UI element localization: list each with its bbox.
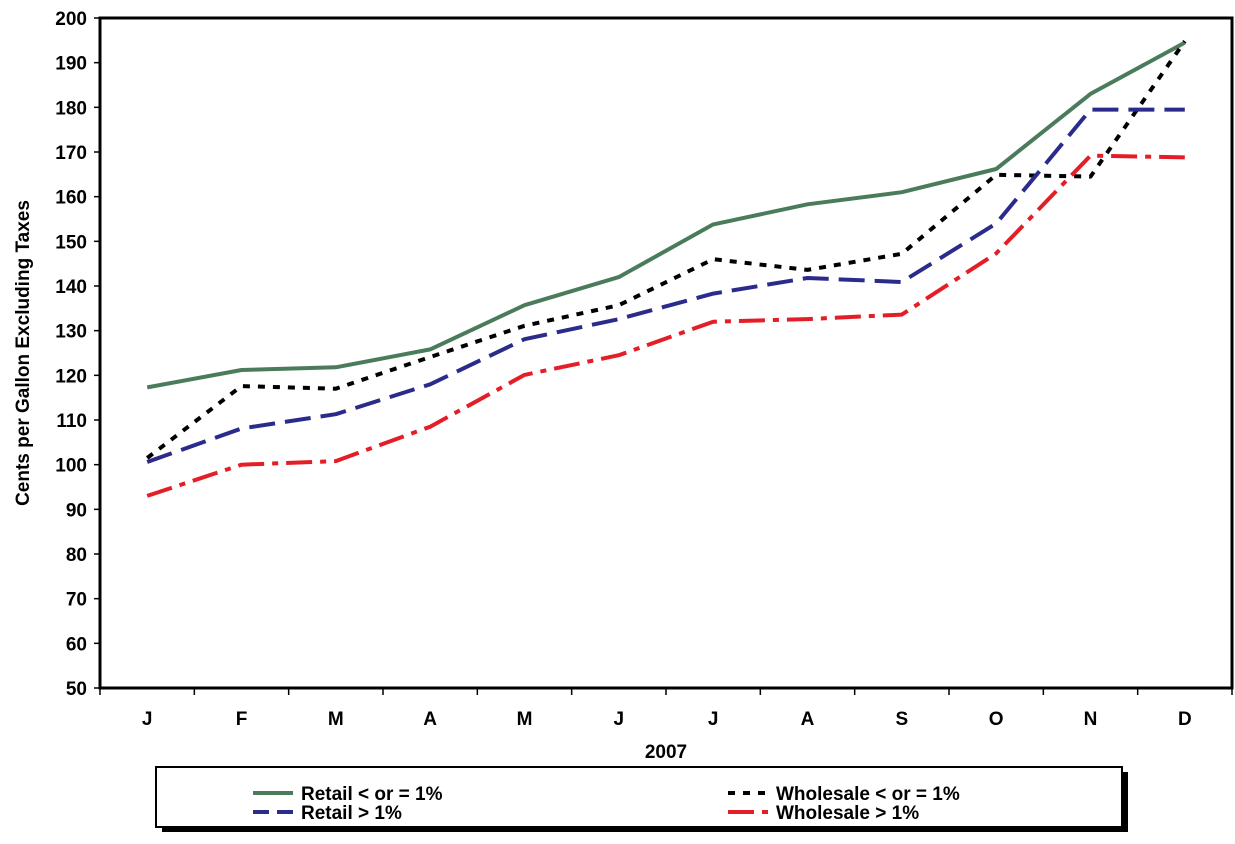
x-axis-title: 2007 (645, 742, 687, 763)
x-tick-label: M (517, 709, 533, 730)
legend: Retail < or = 1% Wholesale < or = 1% Retai… (155, 766, 1128, 832)
y-tick-label: 60 (66, 634, 87, 655)
x-tick-label: M (328, 709, 344, 730)
y-axis: 50 60 70 80 90 100 110 120 130 140 150 160 170 180 190… (55, 9, 100, 700)
x-tick-label: D (1178, 709, 1192, 730)
x-tick-label: N (1084, 709, 1098, 730)
y-tick-label: 70 (66, 590, 87, 611)
x-tick-label: A (801, 709, 815, 730)
y-tick-label: 170 (55, 143, 87, 164)
x-tick-label: S (895, 709, 908, 730)
legend-label-3: Retail > 1% (301, 803, 402, 824)
y-tick-label: 50 (66, 679, 87, 700)
y-tick-label: 90 (66, 500, 87, 521)
x-tick-label: O (989, 709, 1004, 730)
y-tick-label: 110 (56, 411, 87, 432)
y-tick-label: 180 (55, 98, 87, 119)
series-line-2 (145, 40, 1187, 460)
legend-label-1: Retail < or = 1% (301, 784, 443, 805)
y-tick-label: 140 (55, 277, 87, 298)
legend-box (155, 766, 1123, 828)
y-tick-label: 80 (66, 545, 87, 566)
y-tick-label: 150 (55, 232, 87, 253)
legend-label-2: Wholesale < or = 1% (776, 784, 960, 805)
x-tick-label: A (423, 709, 437, 730)
y-tick-label: 120 (55, 366, 87, 387)
x-tick-label: J (614, 709, 625, 730)
legend-label-4: Wholesale > 1% (776, 803, 919, 824)
x-tick-label: J (708, 709, 719, 730)
series-line-3 (146, 107, 1185, 464)
y-tick-label: 190 (55, 54, 87, 75)
x-tick-label: J (142, 709, 153, 730)
x-tick-label: F (236, 709, 248, 730)
y-tick-label: 100 (55, 456, 87, 477)
series-line-4 (146, 153, 1185, 498)
y-axis-title: Cents per Gallon Excluding Taxes (13, 200, 34, 506)
y-tick-label: 160 (55, 188, 87, 209)
series-line-1 (146, 40, 1186, 390)
y-tick-label: 200 (55, 9, 87, 30)
y-tick-label: 130 (55, 322, 87, 343)
series-lines (145, 40, 1187, 498)
